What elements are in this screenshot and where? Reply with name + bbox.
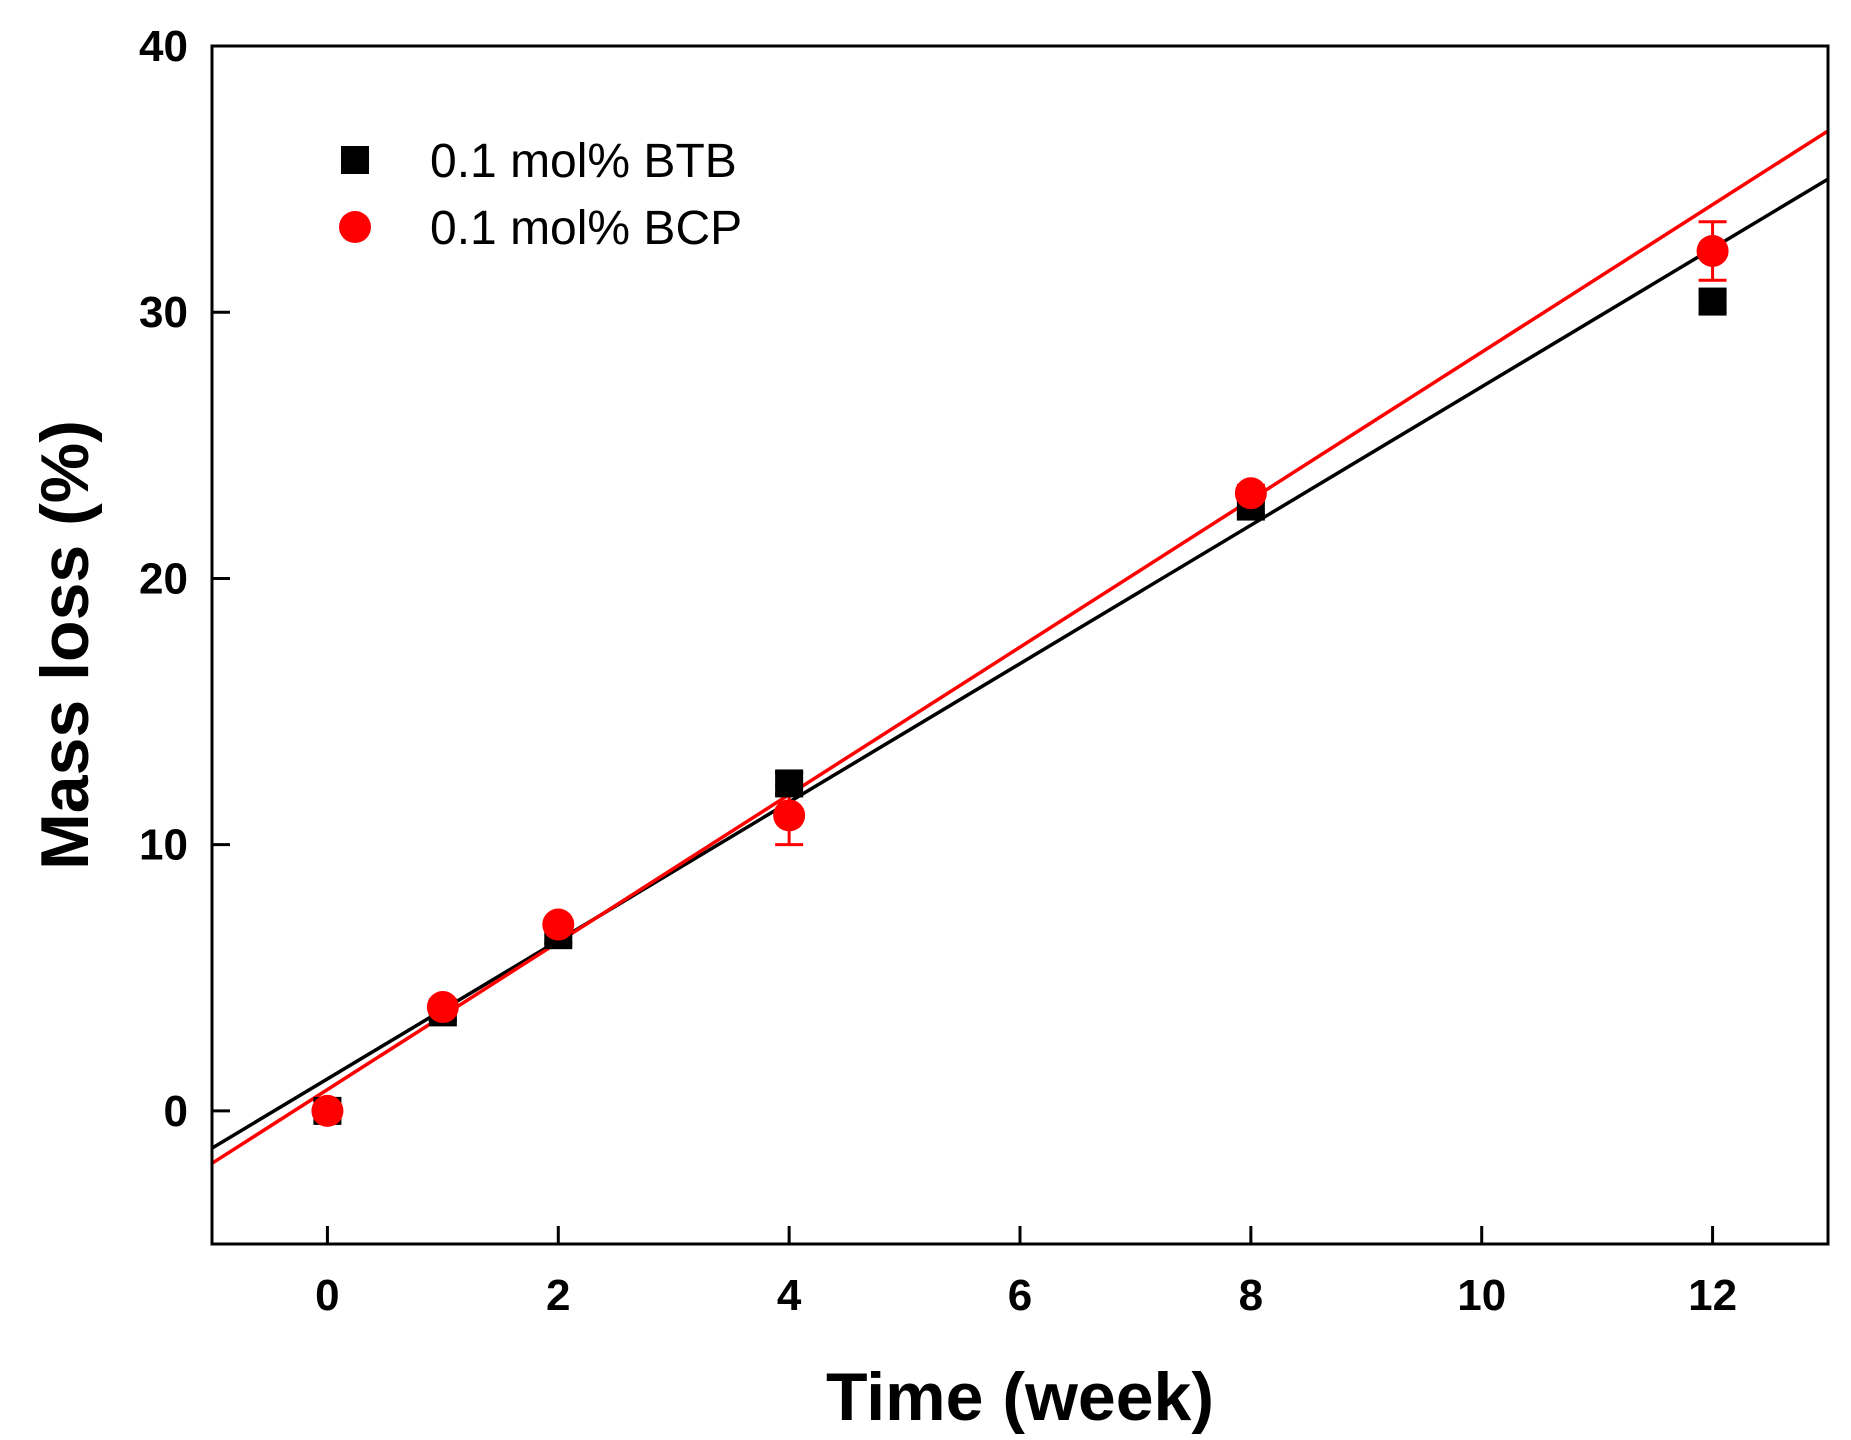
fit-lines-layer xyxy=(211,129,1829,1165)
x-tick-label: 2 xyxy=(546,1271,570,1320)
data-point xyxy=(1234,477,1267,510)
x-tick-label: 4 xyxy=(777,1271,802,1320)
y-axis-ticks: 0 10 20 30 40 xyxy=(139,22,230,1136)
data-point xyxy=(775,769,804,798)
data-point xyxy=(311,1094,344,1127)
x-tick-label: 0 xyxy=(315,1271,339,1320)
data-point xyxy=(542,908,575,941)
legend-marker xyxy=(339,211,371,243)
data-point xyxy=(426,991,459,1024)
y-tick-label: 0 xyxy=(164,1087,188,1136)
legend-item: 0.1 mol% BCP xyxy=(339,202,742,255)
fit-line xyxy=(211,129,1829,1165)
y-tick-label: 10 xyxy=(139,821,188,870)
x-tick-label: 10 xyxy=(1457,1271,1506,1320)
data-point xyxy=(1698,287,1727,316)
data-point xyxy=(1696,234,1729,267)
y-tick-label: 20 xyxy=(139,554,188,603)
x-axis-ticks: 0 2 4 6 8 10 12 xyxy=(315,1226,1737,1320)
x-tick-label: 12 xyxy=(1688,1271,1737,1320)
legend-marker xyxy=(341,146,369,174)
y-tick-label: 40 xyxy=(139,22,188,71)
error-bars-layer xyxy=(313,220,1727,1118)
fit-line xyxy=(211,177,1829,1150)
x-tick-label: 6 xyxy=(1008,1271,1032,1320)
x-axis-title: Time (week) xyxy=(826,1359,1214,1435)
legend-label: 0.1 mol% BTB xyxy=(430,135,737,188)
x-tick-label: 8 xyxy=(1239,1271,1263,1320)
legend-item: 0.1 mol% BTB xyxy=(341,135,737,188)
legend: 0.1 mol% BTB 0.1 mol% BCP xyxy=(339,135,742,255)
legend-label: 0.1 mol% BCP xyxy=(430,202,742,255)
y-tick-label: 30 xyxy=(139,288,188,337)
data-points-layer xyxy=(311,234,1729,1127)
data-point xyxy=(773,799,806,832)
y-axis-title: Mass loss (%) xyxy=(27,420,103,870)
